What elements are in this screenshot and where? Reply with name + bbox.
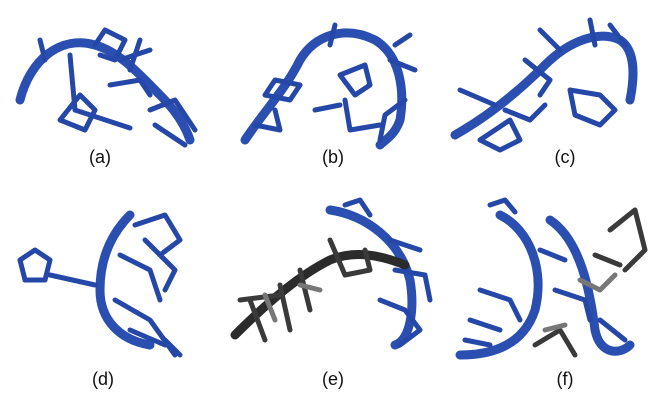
panel-label: (c) (555, 147, 576, 167)
panel-label: (f) (557, 369, 574, 389)
structure-a (20, 30, 195, 145)
structure-d (20, 215, 180, 355)
panel-label: (e) (322, 369, 344, 389)
structure-c (455, 20, 633, 150)
panel-label: (a) (89, 147, 111, 167)
panel-label: (d) (92, 369, 114, 389)
structure-b (245, 25, 415, 145)
figure: (a) (b) (c) (d) (e) (f) (0, 0, 650, 396)
structure-f (460, 200, 645, 355)
structure-e (235, 200, 430, 345)
panel-label: (b) (322, 147, 344, 167)
